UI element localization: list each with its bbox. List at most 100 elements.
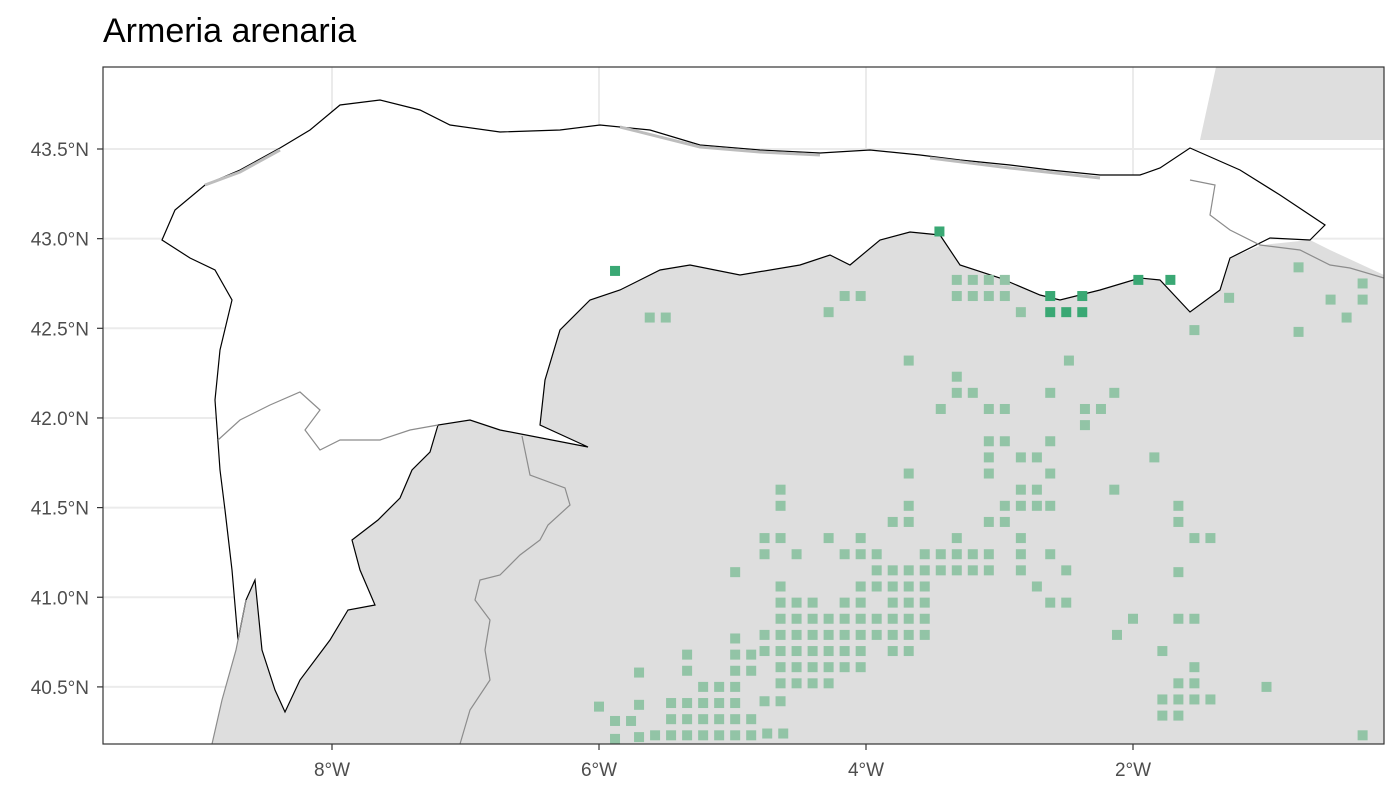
record-point-outside xyxy=(903,613,914,624)
record-point-outside xyxy=(823,646,834,657)
record-point-outside xyxy=(903,597,914,608)
record-point-outside xyxy=(1173,613,1184,624)
record-point-outside xyxy=(999,436,1010,447)
record-point-outside xyxy=(903,581,914,592)
record-point-outside xyxy=(903,629,914,640)
record-point-outside xyxy=(759,696,770,707)
record-point-outside xyxy=(1261,681,1272,692)
record-point-outside xyxy=(791,646,802,657)
record-point-outside xyxy=(775,646,786,657)
y-tick-label: 40.5°N xyxy=(31,678,89,699)
record-point-outside xyxy=(855,291,866,302)
record-point-outside xyxy=(903,516,914,527)
record-point-outside xyxy=(871,565,882,576)
record-point-outside xyxy=(682,698,693,709)
record-point-outside xyxy=(1015,565,1026,576)
record-point-outside xyxy=(746,730,757,741)
record-point-outside xyxy=(746,665,757,676)
record-point-outside xyxy=(714,698,725,709)
record-point-outside xyxy=(951,533,962,544)
record-point-outside xyxy=(775,581,786,592)
record-point-outside xyxy=(1015,549,1026,560)
record-point-outside xyxy=(1015,533,1026,544)
record-point-outside xyxy=(1189,533,1200,544)
record-point-outside xyxy=(983,549,994,560)
record-point-outside xyxy=(1111,629,1122,640)
record-point-outside xyxy=(839,662,850,673)
record-point-outside xyxy=(759,549,770,560)
record-point-outside xyxy=(730,730,741,741)
records-inside-layer xyxy=(610,226,1176,318)
record-point-outside xyxy=(1325,294,1336,305)
y-tick-label: 43.5°N xyxy=(31,140,89,161)
record-point-outside xyxy=(1157,710,1168,721)
record-point-outside xyxy=(951,387,962,398)
record-point-outside xyxy=(1341,312,1352,323)
record-point-outside xyxy=(967,565,978,576)
record-point-inside xyxy=(610,265,621,276)
record-point-outside xyxy=(791,613,802,624)
record-point-outside xyxy=(855,533,866,544)
record-point-outside xyxy=(903,565,914,576)
record-point-outside xyxy=(730,681,741,692)
record-point-outside xyxy=(855,629,866,640)
record-point-outside xyxy=(935,549,946,560)
record-point-inside xyxy=(1165,274,1176,285)
record-point-outside xyxy=(714,730,725,741)
record-point-outside xyxy=(682,714,693,725)
record-point-outside xyxy=(951,274,962,285)
record-point-outside xyxy=(775,613,786,624)
record-point-outside xyxy=(730,567,741,578)
record-point-outside xyxy=(983,274,994,285)
record-point-outside xyxy=(1045,500,1056,511)
record-point-outside xyxy=(698,681,709,692)
record-point-outside xyxy=(967,291,978,302)
record-point-outside xyxy=(1157,694,1168,705)
record-point-outside xyxy=(666,698,677,709)
record-point-outside xyxy=(839,629,850,640)
province-borders xyxy=(217,179,1384,744)
record-point-outside xyxy=(730,649,741,660)
record-point-inside xyxy=(1133,274,1144,285)
record-point-outside xyxy=(698,730,709,741)
record-point-outside xyxy=(1109,484,1120,495)
record-point-outside xyxy=(823,629,834,640)
record-point-outside xyxy=(983,291,994,302)
record-point-outside xyxy=(1173,500,1184,511)
record-point-outside xyxy=(855,646,866,657)
record-point-outside xyxy=(839,291,850,302)
record-point-outside xyxy=(919,581,930,592)
record-point-outside xyxy=(887,516,898,527)
record-point-outside xyxy=(1031,452,1042,463)
record-point-outside xyxy=(807,662,818,673)
record-point-outside xyxy=(807,646,818,657)
record-point-outside xyxy=(610,715,621,726)
record-point-outside xyxy=(999,500,1010,511)
record-point-outside xyxy=(775,500,786,511)
record-point-outside xyxy=(967,387,978,398)
record-point-outside xyxy=(1095,403,1106,414)
record-point-outside xyxy=(871,549,882,560)
record-point-outside xyxy=(967,274,978,285)
record-point-outside xyxy=(775,662,786,673)
records-outside-layer xyxy=(594,262,1368,744)
record-point-outside xyxy=(634,732,645,743)
record-point-outside xyxy=(967,549,978,560)
record-point-outside xyxy=(762,728,773,739)
record-point-outside xyxy=(775,678,786,689)
record-point-outside xyxy=(919,549,930,560)
record-point-outside xyxy=(983,452,994,463)
record-point-outside xyxy=(791,662,802,673)
record-point-outside xyxy=(1205,533,1216,544)
record-point-outside xyxy=(698,714,709,725)
record-point-outside xyxy=(935,403,946,414)
record-point-outside xyxy=(759,629,770,640)
record-point-outside xyxy=(660,312,671,323)
record-point-outside xyxy=(1189,662,1200,673)
record-point-outside xyxy=(999,274,1010,285)
x-tick-label: 2°W xyxy=(1115,760,1151,781)
record-point-outside xyxy=(919,597,930,608)
record-point-outside xyxy=(999,403,1010,414)
record-point-outside xyxy=(1015,484,1026,495)
